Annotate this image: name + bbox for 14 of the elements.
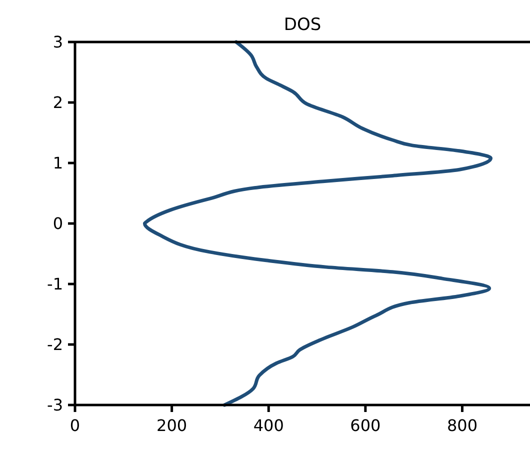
y-tick-label: 3 bbox=[52, 32, 63, 52]
x-tick-label: 200 bbox=[156, 416, 188, 435]
y-tick-label: 2 bbox=[52, 93, 63, 112]
x-tick-label: 400 bbox=[253, 416, 284, 435]
line-series bbox=[142, 40, 493, 407]
x-tick-label: 600 bbox=[350, 416, 381, 435]
y-tick-label: 1 bbox=[52, 154, 63, 173]
y-tick-label: -2 bbox=[47, 335, 63, 354]
y-tick-label: -3 bbox=[47, 396, 63, 415]
y-tick-label: -1 bbox=[47, 274, 63, 294]
x-tick-label: 0 bbox=[70, 416, 80, 435]
y-tick-label: 0 bbox=[52, 214, 63, 234]
chart-title: DOS bbox=[284, 15, 322, 35]
x-tick-label: 800 bbox=[446, 416, 478, 435]
